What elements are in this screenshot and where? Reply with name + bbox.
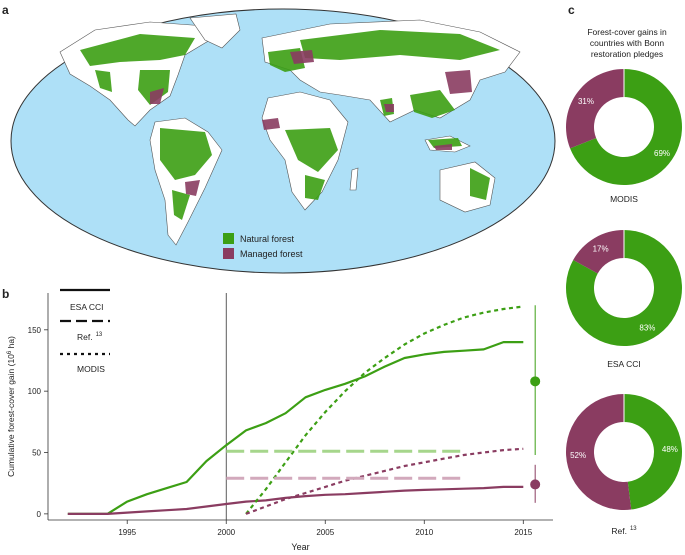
donut-2-natural-label: 48% [662,445,678,454]
donut-2-natural-slice [624,394,682,510]
legend-ref-label: Ref. 13 [77,332,103,342]
forest-amazon [160,128,212,180]
series-managed-solid [67,485,524,515]
donut-2-source-label: Ref. 13 [611,526,637,536]
donut-0-managed-label: 31% [578,97,594,106]
donut-charts: 69% 31% MODIS 83% 17% ESA CCI 48% 52% Ref. 13 [566,69,682,536]
forest-na-boreal [80,34,195,66]
donut-panel-title: Forest-cover gains in countries with Bon… [587,27,667,59]
donut-1-natural-slice [566,230,682,346]
map-legend: Natural forest Managed forest [223,231,303,261]
forest-indonesia [428,138,462,148]
x-tick-label: 2000 [217,528,235,537]
x-tick-label: 2015 [514,528,532,537]
line-chart: 0 50 100 150 1995 2000 2005 2010 2015 Year Cumulat… [6,293,553,552]
legend-managed: Managed forest [223,246,303,261]
managed-europe [290,50,314,64]
donut-1-natural-label: 83% [639,324,655,333]
managed-brazil [185,180,200,196]
greenland [189,13,241,49]
donut-2-managed-slice [566,394,632,510]
panel-label-c: c [568,3,575,17]
series-managed-dotted [245,447,524,515]
x-axis-label: Year [291,542,309,552]
error-point-managed [530,479,541,490]
forest-na-west [95,70,112,92]
y-tick-label: 50 [32,449,41,458]
x-tick-label: 2005 [316,528,334,537]
donut-1-managed-slice [573,230,624,274]
y-tick-label: 0 [37,510,42,519]
forest-africa-south [305,175,325,200]
managed-africa [262,118,280,130]
madagascar [349,167,359,191]
error-point-natural [530,376,541,387]
x-tick-label: 2010 [415,528,433,537]
legend-modis-label: MODIS [77,364,105,374]
y-tick-label: 150 [28,326,42,335]
donut-1-managed-label: 17% [593,244,609,253]
legend-managed-swatch [223,248,234,259]
donut-1-source-label: ESA CCI [607,359,641,369]
series-natural-dotted [245,305,524,515]
managed-indonesia [434,144,452,150]
donut-0-managed-slice [566,69,624,149]
forest-cover [80,30,500,220]
forest-se-asia [410,90,455,118]
managed-india [384,104,394,112]
legend-natural: Natural forest [223,231,303,246]
forest-africa-central [285,128,338,172]
panel-label-a: a [2,3,9,17]
legend-managed-label: Managed forest [240,248,303,259]
managed-na-se [150,88,164,104]
forest-australia [470,168,490,200]
legend-natural-swatch [223,233,234,244]
panel-label-b: b [2,287,10,301]
x-tick-label: 1995 [118,528,136,537]
world-map [10,8,556,274]
forest-sa-south [172,190,190,220]
donut-0-natural-label: 69% [654,149,670,158]
line-style-legend: ESA CCI Ref. 13 MODIS [60,288,110,374]
y-axis-label: Cumulative forest-cover gain (106 ha) [6,336,16,477]
donut-0-source-label: MODIS [610,194,638,204]
series-natural-solid [67,340,524,515]
forest-eurasia-boreal [300,30,500,60]
donut-0-natural-slice [570,69,682,185]
donut-2-managed-label: 52% [570,451,586,460]
legend-natural-label: Natural forest [240,233,295,244]
legend-esa-label: ESA CCI [70,302,104,312]
managed-china [445,70,472,94]
y-tick-label: 100 [28,387,42,396]
forest-na-east [138,70,170,105]
